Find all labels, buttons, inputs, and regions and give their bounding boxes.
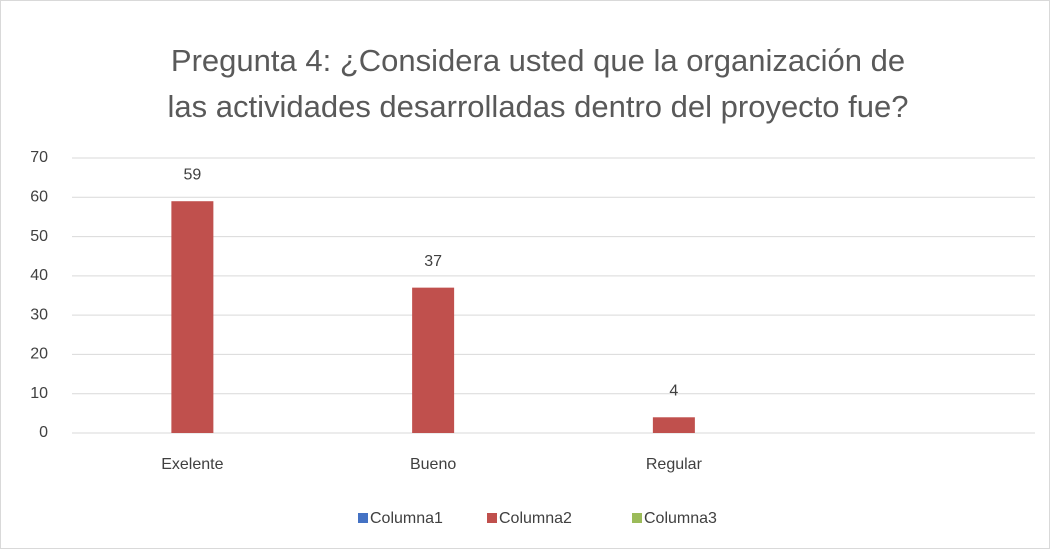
legend-label: Columna1 — [370, 510, 443, 527]
legend-label: Columna2 — [499, 510, 572, 527]
y-tick-label: 40 — [30, 267, 48, 284]
y-tick-label: 30 — [30, 306, 48, 323]
x-tick-label: Exelente — [161, 456, 223, 473]
chart-title: Pregunta 4: ¿Considera usted que la orga… — [171, 43, 905, 78]
y-tick-label: 50 — [30, 228, 48, 245]
legend-label: Columna3 — [644, 510, 717, 527]
y-tick-label: 0 — [39, 424, 48, 441]
data-label: 4 — [669, 383, 678, 400]
x-tick-label: Bueno — [410, 456, 456, 473]
bar — [412, 287, 455, 433]
legend-swatch — [358, 513, 368, 523]
y-tick-label: 20 — [30, 346, 48, 363]
legend-swatch — [632, 513, 642, 523]
bar — [171, 201, 214, 433]
bar — [652, 417, 695, 433]
data-label: 37 — [424, 253, 442, 270]
y-tick-label: 10 — [30, 385, 48, 402]
legend-swatch — [487, 513, 497, 523]
y-tick-label: 60 — [30, 189, 48, 206]
y-tick-label: 70 — [30, 149, 48, 166]
x-tick-label: Regular — [646, 456, 703, 473]
chart-title: las actividades desarrolladas dentro del… — [167, 89, 908, 124]
data-label: 59 — [183, 166, 201, 183]
